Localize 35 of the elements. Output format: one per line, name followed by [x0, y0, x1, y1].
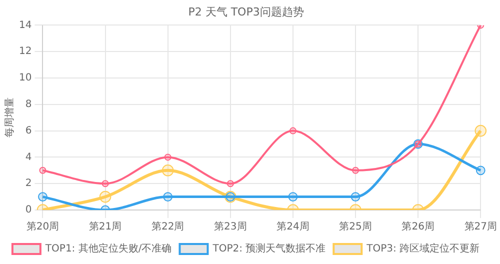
legend-label: TOP2: 预测天气数据不准	[212, 242, 326, 255]
point	[476, 166, 486, 176]
point	[38, 192, 48, 202]
point	[226, 180, 234, 188]
point	[289, 127, 296, 134]
y-tick-label: 10	[18, 72, 32, 84]
point	[162, 164, 174, 176]
y-tick-label: 4	[25, 152, 32, 163]
y-tick-label: 14	[18, 20, 32, 31]
point	[350, 192, 360, 202]
y-tick-label: 6	[25, 125, 32, 136]
legend-label: TOP3: 跨区域定位不更新	[366, 242, 480, 255]
y-tick-label: 2	[25, 178, 32, 190]
point	[164, 154, 172, 161]
point	[474, 124, 487, 137]
point	[99, 190, 112, 203]
y-tick-label: 0	[25, 204, 32, 216]
x-tick-label: 第26周	[402, 220, 434, 233]
legend-label: TOP1: 其他定位失败/不准确	[44, 242, 172, 255]
y-axis-title: 每周增量	[4, 98, 16, 138]
chart-title: P2 天气 TOP3问题趋势	[188, 5, 304, 18]
x-tick-label: 第27周	[464, 220, 498, 233]
point	[163, 192, 173, 202]
point	[288, 192, 298, 202]
x-tick-label: 第24周	[276, 220, 310, 233]
x-tick-label: 第20周	[26, 220, 60, 233]
point	[39, 166, 46, 174]
point	[102, 180, 109, 188]
x-tick-label: 第22周	[151, 220, 184, 233]
x-tick-label: 第21周	[88, 220, 122, 233]
point	[352, 166, 360, 174]
x-tick-label: 第25周	[339, 220, 372, 233]
x-tick-label: 第23周	[214, 220, 247, 233]
y-tick-label: 12	[18, 46, 32, 58]
y-tick-label: 8	[25, 98, 32, 110]
